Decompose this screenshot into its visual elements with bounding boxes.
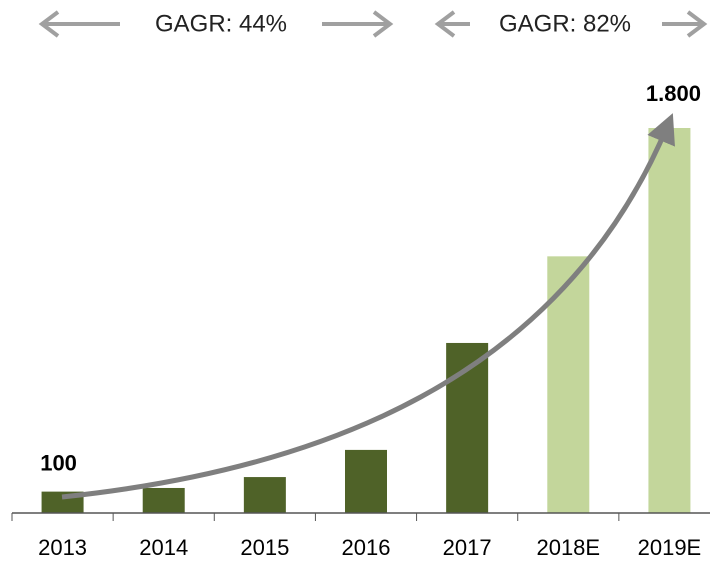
x-tick-label: 2014 xyxy=(139,535,188,560)
growth-curve xyxy=(61,113,675,500)
arrow-left xyxy=(38,10,120,38)
value-label: 1.800 xyxy=(646,81,701,106)
top-arrows xyxy=(38,10,708,38)
arrow-right xyxy=(322,10,394,38)
x-tick-label: 2017 xyxy=(443,535,492,560)
x-tick-label: 2018E xyxy=(536,535,600,560)
arrow-right xyxy=(662,10,708,38)
bars xyxy=(41,128,691,513)
bar xyxy=(142,487,185,513)
arrow-left xyxy=(434,10,470,38)
x-tick-label: 2013 xyxy=(38,535,87,560)
value-label: 100 xyxy=(40,450,77,475)
x-tick-label: 2019E xyxy=(638,535,702,560)
bar xyxy=(648,128,691,513)
annotation: GAGR: 82% xyxy=(499,10,631,37)
x-tick-label: 2015 xyxy=(240,535,289,560)
bar xyxy=(243,477,286,513)
bar xyxy=(345,449,387,513)
x-tick-label: 2016 xyxy=(342,535,391,560)
annotation: GAGR: 44% xyxy=(155,10,287,37)
